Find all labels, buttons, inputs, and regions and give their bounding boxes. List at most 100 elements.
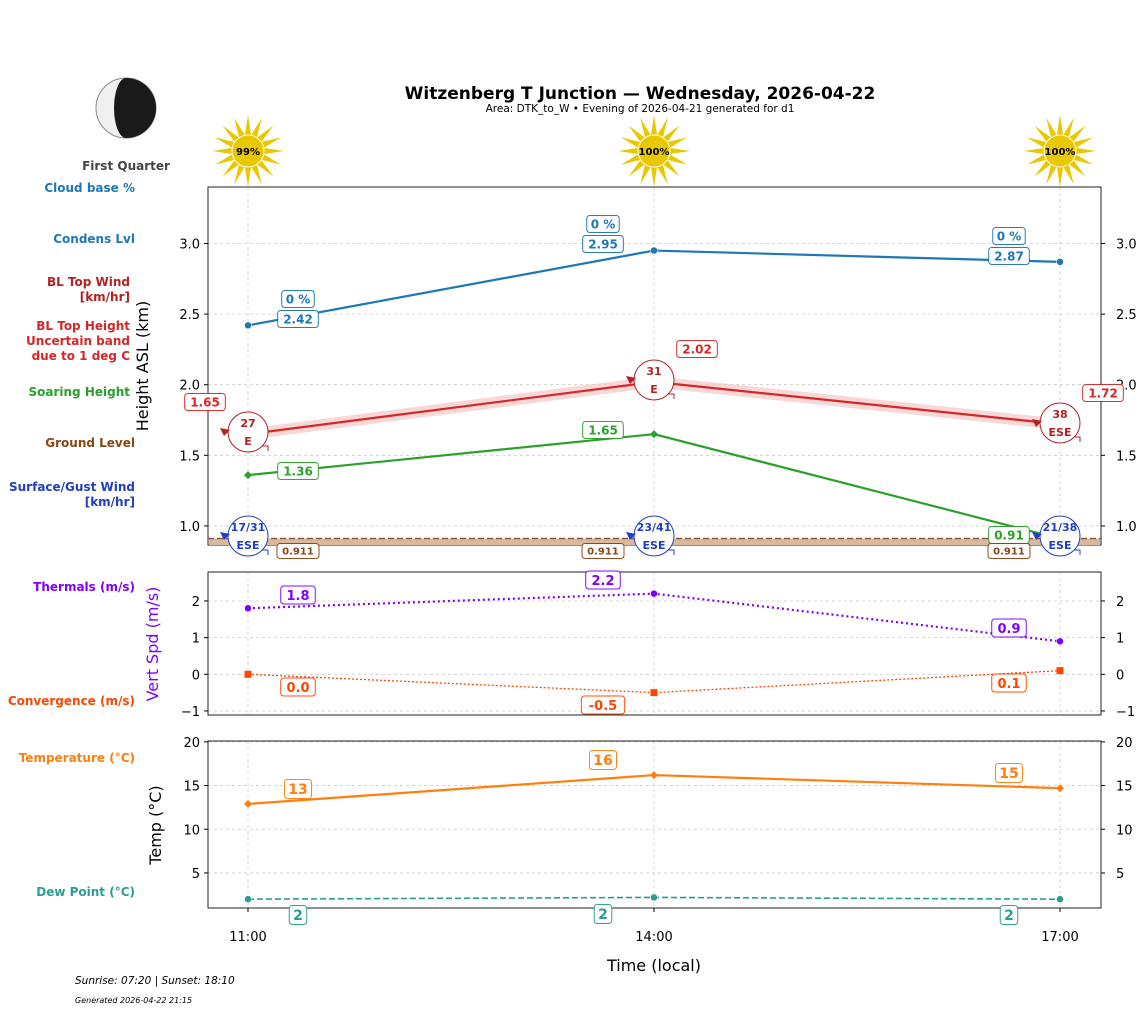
y-tick-label: 3.0 [179,237,200,252]
bl-top-label-box [676,340,718,358]
bl-top-label-text: 1.72 [1088,386,1118,400]
sun-icon: 100% [1024,115,1096,187]
bl-top-label: 1.65 [184,393,226,411]
wind-arrow-icon [1032,419,1042,427]
thermals-label: 1.8 [280,585,316,605]
convergence-label: -0.5 [580,695,626,715]
y-tick-label-right: 15 [1116,780,1133,795]
condens-label-box [988,247,1030,265]
temperature-label: 15 [994,763,1024,783]
condens-point [650,246,658,255]
wind-arrow-icon [626,532,636,540]
bl-top-label-box [184,393,226,411]
row-label-line: Ground Level [45,436,135,450]
bl-top-label-box [1082,384,1124,402]
cloud-base-label-box [586,215,620,233]
row-label: Dew Point (°C) [36,885,135,899]
condens-label-box [582,235,624,253]
surface-wind-speed: 23/41 [637,521,672,534]
bl-top-wind: 31 E [626,359,675,401]
convergence-label-box [280,677,316,697]
temperature-label: 16 [588,750,618,770]
thermals-label-box [991,618,1027,638]
sun-icon: 99% [212,115,284,187]
y-tick-label-right: 5 [1116,867,1124,882]
row-label-line: Condens Lvl [53,232,135,246]
dew-point-label-text: 2 [293,908,303,924]
wind-barb-icon [668,393,675,399]
bl-top-label: 1.72 [1082,384,1124,402]
y-tick-label: 2 [192,595,200,610]
row-label: Ground Level [45,436,135,450]
condens-label-text: 2.87 [994,249,1024,263]
sun-disc [231,134,265,168]
surface-wind-dir: ESE [237,539,260,552]
condens-label: 2.42 [277,310,319,328]
thermals-label-text: 1.8 [286,589,309,604]
dew-point-label-text: 2 [1004,908,1014,924]
y-axis-label: Temp (°C) [146,785,165,865]
row-label-line: Cloud base % [44,181,135,195]
y-tick-label-right: 20 [1116,736,1133,751]
convergence-label-text: 0.1 [997,677,1020,692]
temperature-label-box [588,750,618,770]
x-tick-label: 14:00 [635,930,672,945]
dew-point-label: 2 [593,904,613,924]
y-tick-label: 1 [192,632,200,647]
row-label-line: due to 1 deg C [32,349,131,363]
bl-top-wind-speed: 38 [1052,408,1067,421]
thermals-label: 2.2 [585,570,621,590]
thermals-point [244,604,252,613]
row-label: Convergence (m/s) [8,694,135,708]
surface-wind-speed: 21/38 [1043,521,1078,534]
condens-label-box [277,310,319,328]
y-tick-label: 5 [192,867,200,882]
panel-frame [207,571,1102,716]
y-tick-label-right: 1.5 [1116,449,1137,464]
dew-point-label-text: 2 [598,907,608,923]
thermals-label-text: 2.2 [591,574,614,589]
row-label-line: BL Top Wind [47,275,130,289]
soaring-label-text: 1.65 [588,423,618,437]
sun-percent-label: 99% [236,147,260,158]
y-tick-label-right: 3.0 [1116,237,1137,252]
condens-point [1056,258,1064,266]
bl-top-label: 2.02 [676,340,718,358]
row-label: Surface/Gust Wind [km/hr] [9,480,135,509]
surface-wind-dir: ESE [1049,539,1072,552]
y-tick-label: 1.5 [179,449,200,464]
soaring-label: 1.36 [277,462,319,480]
x-axis-label: Time (local) [606,956,701,975]
convergence-label: 0.1 [991,673,1027,693]
y-tick-label: 0 [192,668,200,683]
chart-subtitle: Area: DTK_to_W • Evening of 2026-04-21 g… [486,103,795,115]
temperature-label-text: 15 [999,766,1018,782]
y-tick-label-right: 10 [1116,823,1133,838]
cloud-base-label-text: 0 % [997,229,1022,243]
surface-wind: 17/31 ESE [220,515,269,557]
sun-times: Sunrise: 07:20 | Sunset: 18:10 [75,975,235,987]
temperature-label-box [283,779,313,799]
soaring-label-text: 1.36 [283,464,313,478]
bl-top-wind-dir: ESE [1049,426,1072,439]
bl-top-wind: 27 E [220,411,269,453]
wind-barb-icon [262,445,269,451]
row-label-line: Uncertain band [26,334,130,348]
bl-top-label-text: 1.65 [190,395,220,409]
ground-label: 0.911 [987,543,1031,559]
y-tick-label: 1.0 [179,520,200,535]
wind-barb-icon [1074,549,1081,555]
dew-point-label-box [288,905,308,925]
y-tick-label: 2.5 [179,308,200,323]
bl-top-label-text: 2.02 [682,342,712,356]
y-tick-label: −1 [181,705,200,720]
wind-barb-icon [1074,436,1081,442]
convergence-point [1056,667,1064,675]
dew-point-label-box [999,905,1019,925]
cloud-base-label: 0 % [281,290,315,308]
wind-arrow-icon [220,532,230,540]
cloud-base-label-box [281,290,315,308]
y-tick-label: 15 [183,780,200,795]
moon-icon [95,77,157,139]
surface-wind-dir: ESE [643,539,666,552]
